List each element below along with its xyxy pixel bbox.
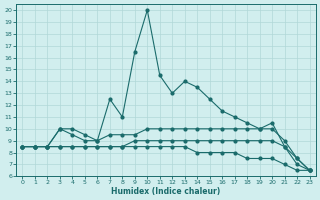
- X-axis label: Humidex (Indice chaleur): Humidex (Indice chaleur): [111, 187, 221, 196]
